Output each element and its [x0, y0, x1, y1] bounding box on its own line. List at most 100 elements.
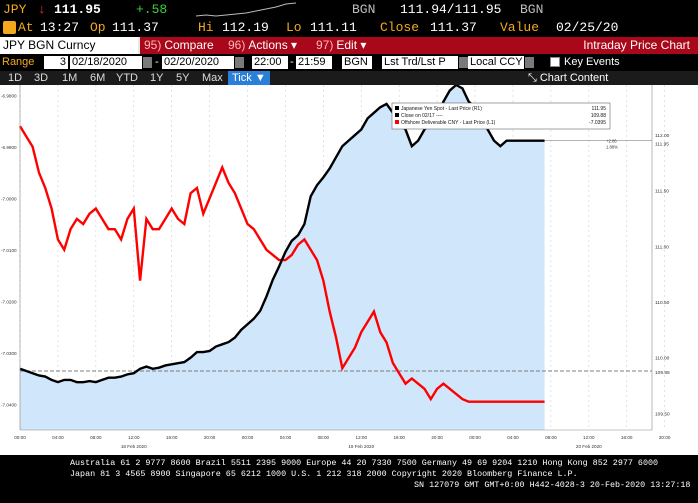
- change-tag-percent: 1.88%: [606, 145, 618, 150]
- bloomberg-terminal-icon[interactable]: [3, 21, 16, 34]
- legend-swatch: [395, 120, 399, 124]
- security-field[interactable]: JPY BGN Curncy: [0, 37, 138, 54]
- ask-source: BGN: [520, 2, 544, 17]
- x-axis-date-label: 19 Feb 2020: [348, 444, 374, 449]
- right-axis-tick-label: 109.50: [655, 411, 670, 417]
- right-axis-tick-label: 111.50: [655, 189, 669, 195]
- right-axis-tick-label: 111.00: [655, 244, 669, 250]
- end-date-field[interactable]: 02/20/2020: [162, 56, 234, 69]
- chevron-down-icon[interactable]: [525, 57, 534, 68]
- change-tag: +2.06: [606, 139, 617, 144]
- x-axis-tick-label: 16:00: [393, 435, 405, 440]
- x-axis-tick-label: 04:00: [52, 435, 64, 440]
- x-axis-tick-label: 00:00: [14, 435, 26, 440]
- range-bar: Range 3 02/18/2020 - 02/20/2020 22:00 - …: [0, 55, 698, 70]
- left-axis-tick-label: -7.0300: [1, 351, 17, 356]
- x-axis-tick-label: 20:00: [659, 435, 671, 440]
- edit-button[interactable]: 97) Edit ▾: [312, 37, 376, 54]
- jpy-series-line: [19, 85, 545, 384]
- start-time-field[interactable]: 22:00: [252, 56, 288, 69]
- right-axis-tick-label: 109.88: [655, 370, 670, 376]
- left-axis-tick-label: -6.9900: [1, 145, 17, 150]
- x-axis-tick-label: 16:00: [166, 435, 178, 440]
- x-axis-tick-label: 16:00: [621, 435, 633, 440]
- x-axis-tick-label: 08:00: [545, 435, 557, 440]
- key-events-label: Key Events: [564, 56, 620, 68]
- ticker-bar: JPY ↓ 111.95 +.58 BGN 111.94/111.95 BGN: [0, 0, 698, 19]
- info-bar: At 13:27 Op 111.37 Hi 112.19 Lo 111.11 C…: [0, 19, 698, 37]
- currency-selector[interactable]: Local CCY: [468, 56, 524, 69]
- legend-swatch: [395, 113, 399, 117]
- page-title: Intraday Price Chart: [370, 37, 698, 54]
- footer: Australia 61 2 9777 8600 Brazil 5511 239…: [0, 456, 698, 503]
- time-dash: -: [290, 56, 294, 68]
- end-time-field[interactable]: 21:59: [296, 56, 332, 69]
- left-axis-tick-label: -7.0400: [1, 402, 17, 407]
- down-arrow-icon: ↓: [38, 2, 46, 17]
- compare-label: Compare: [164, 38, 214, 52]
- left-axis-tick-label: -7.0100: [1, 248, 17, 253]
- calendar-icon[interactable]: [235, 57, 244, 68]
- chevron-down-icon[interactable]: [459, 57, 468, 68]
- range-label: Range: [2, 56, 35, 68]
- period-1y[interactable]: 1Y: [150, 72, 164, 84]
- x-axis-tick-label: 08:00: [318, 435, 330, 440]
- left-axis-tick-label: -6.9800: [1, 93, 17, 98]
- low-price: 111.11: [310, 20, 357, 35]
- period-max[interactable]: Max: [202, 72, 223, 84]
- period-6m[interactable]: 6M: [90, 72, 106, 84]
- open-price: 111.37: [112, 20, 159, 35]
- x-axis-tick-label: 08:00: [90, 435, 102, 440]
- period-3d[interactable]: 3D: [34, 72, 49, 84]
- legend-series-name: Close on 02/17 ----: [401, 113, 443, 119]
- legend-series-name: Japanese Yen Spot - Last Price (R1): [401, 106, 482, 112]
- key-events-checkbox[interactable]: [550, 57, 560, 67]
- tick-label: Tick: [232, 72, 252, 84]
- period-1d[interactable]: 1D: [8, 72, 23, 84]
- x-axis-tick-label: 12:00: [583, 435, 595, 440]
- low-label: Lo: [286, 20, 302, 35]
- last-time: 13:27: [40, 20, 80, 35]
- range-days-field[interactable]: 3: [44, 56, 68, 69]
- left-axis-tick-label: -7.0200: [1, 299, 17, 304]
- compare-button[interactable]: 95) Compare: [140, 37, 228, 54]
- actions-label: Actions: [248, 38, 288, 52]
- right-axis-tick-label: 110.50: [655, 300, 670, 306]
- edit-label: Edit: [336, 38, 358, 52]
- x-axis-tick-label: 20:00: [431, 435, 443, 440]
- calendar-icon[interactable]: [143, 57, 152, 68]
- footer-session: SN 127079 GMT GMT+0:00 H442-4028-3 20-Fe…: [414, 480, 691, 490]
- close-price: 111.37: [430, 20, 477, 35]
- right-axis-tick-label: 110.00: [655, 356, 670, 362]
- source-field[interactable]: BGN: [342, 56, 372, 69]
- open-label: Op: [90, 20, 106, 35]
- field-selector[interactable]: Lst Trd/Lst P: [382, 56, 458, 69]
- footer-contacts-2: Japan 81 3 4565 8900 Singapore 65 6212 1…: [70, 469, 578, 479]
- chart-content-button[interactable]: ⤡ Chart Content: [528, 72, 609, 84]
- high-price: 112.19: [222, 20, 269, 35]
- period-1m[interactable]: 1M: [62, 72, 78, 84]
- period-5y[interactable]: 5Y: [176, 72, 190, 84]
- sparkline-icon: [196, 2, 296, 17]
- intraday-chart[interactable]: -6.9800 -6.9900 -7.0000 -7.0100 -7.0200 -7.03…: [0, 85, 698, 455]
- x-axis-date-label: 20 Feb 2020: [576, 444, 602, 449]
- x-axis-tick-label: 00:00: [469, 435, 481, 440]
- x-axis-date-label: 18 Feb 2020: [121, 444, 147, 449]
- legend-series-name: Offshore Deliverable CNY - Last Price (L…: [401, 120, 496, 126]
- range-dash: -: [155, 56, 159, 68]
- compare-number: 95): [144, 38, 162, 52]
- menu-bar: JPY BGN Curncy 95) Compare 96) Actions ▾ 9…: [0, 37, 698, 54]
- x-axis-tick-label: 12:00: [356, 435, 368, 440]
- x-axis-tick-label: 04:00: [507, 435, 519, 440]
- bid-source: BGN: [352, 2, 376, 17]
- ticker-symbol[interactable]: JPY: [3, 2, 27, 17]
- edit-number: 97): [316, 38, 334, 52]
- x-axis-tick-label: 04:00: [280, 435, 292, 440]
- actions-button[interactable]: 96) Actions ▾: [224, 37, 316, 54]
- period-ytd[interactable]: YTD: [116, 72, 138, 84]
- start-date-field[interactable]: 02/18/2020: [70, 56, 142, 69]
- footer-contacts-1: Australia 61 2 9777 8600 Brazil 5511 239…: [70, 458, 659, 468]
- tick-dropdown[interactable]: Tick ▼: [228, 71, 270, 85]
- x-axis-tick-label: 12:00: [128, 435, 140, 440]
- legend-swatch: [395, 106, 399, 110]
